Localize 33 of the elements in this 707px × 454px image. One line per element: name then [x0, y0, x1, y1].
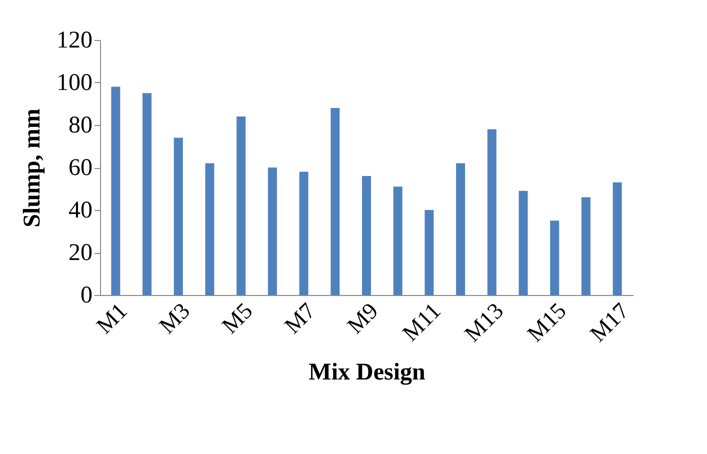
x-axis-title: Mix Design [308, 359, 426, 386]
y-tick-label: 100 [56, 70, 92, 96]
x-tick-label: M1 [92, 298, 132, 338]
x-tick-label: M13 [460, 298, 508, 346]
x-tick-label: M7 [280, 298, 320, 338]
bar [330, 108, 340, 295]
x-tick-label: M3 [154, 298, 195, 338]
bar [550, 220, 560, 295]
y-tick-label: 80 [68, 112, 92, 138]
x-tick-label: M11 [398, 298, 446, 346]
bar [111, 86, 120, 295]
bar [268, 168, 277, 295]
bar [299, 172, 308, 295]
bar [236, 116, 246, 295]
bar [205, 163, 214, 295]
bar [487, 129, 496, 295]
bar [362, 176, 371, 295]
y-tick-label: 20 [68, 240, 92, 266]
y-axis-title: Slump, mm [20, 108, 46, 228]
bar [424, 210, 434, 295]
bar [581, 197, 590, 295]
bar [174, 138, 183, 295]
bar [142, 93, 152, 295]
x-tick-label: M5 [217, 298, 258, 338]
bar [456, 163, 466, 295]
y-tick-label: 120 [56, 28, 92, 54]
y-tick-label: 0 [80, 282, 92, 308]
y-tick-label: 40 [68, 198, 92, 224]
bar [393, 186, 402, 295]
bar [612, 182, 622, 295]
y-tick-label: 60 [68, 155, 92, 181]
bar [518, 190, 528, 295]
x-tick-label: M9 [342, 298, 383, 338]
